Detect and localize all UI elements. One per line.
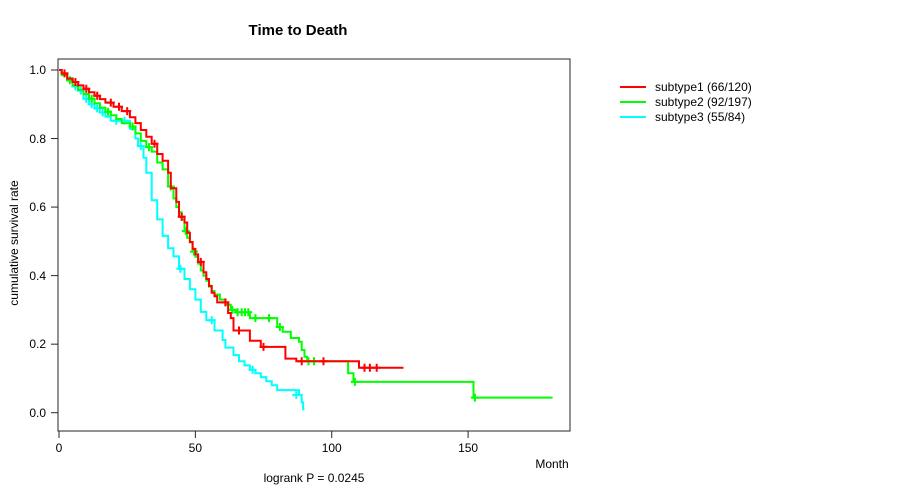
legend-item: subtype3 (55/84): [620, 109, 752, 124]
legend: subtype1 (66/120) subtype2 (92/197) subtyp…: [620, 79, 752, 124]
y-tick-label: 0.4: [29, 268, 46, 283]
legend-line-swatch: [620, 100, 646, 103]
y-tick-label: 0.6: [29, 200, 46, 215]
legend-label: subtype1 (66/120): [655, 79, 752, 94]
chart-title: Time to Death: [248, 22, 348, 39]
x-tick-label: 50: [188, 441, 203, 455]
y-tick-label: 0.2: [29, 337, 46, 352]
x-tick-label: 100: [321, 441, 342, 455]
legend-line-swatch: [620, 115, 646, 118]
x-axis-title: Month: [535, 457, 569, 471]
survival-curve-subtype2: [59, 69, 553, 399]
legend-label: subtype2 (92/197): [655, 94, 752, 109]
censor-marks-subtype2: [65, 76, 479, 402]
censor-marks-subtype1: [60, 69, 381, 372]
legend-item: subtype2 (92/197): [620, 94, 752, 109]
y-tick-label: 1.0: [29, 63, 46, 77]
logrank-pvalue: logrank P = 0.0245: [263, 471, 365, 485]
survival-curve-subtype3: [59, 69, 305, 411]
legend-item: subtype1 (66/120): [620, 79, 752, 94]
y-tick-label: 0.0: [29, 405, 46, 420]
legend-line-swatch: [620, 85, 646, 88]
plot-box: [57, 58, 571, 432]
x-tick-label: 150: [458, 441, 479, 455]
censor-marks-subtype3: [71, 82, 301, 399]
y-tick-label: 0.8: [29, 131, 46, 146]
legend-label: subtype3 (55/84): [655, 109, 746, 124]
x-tick-label: 0: [55, 441, 63, 455]
